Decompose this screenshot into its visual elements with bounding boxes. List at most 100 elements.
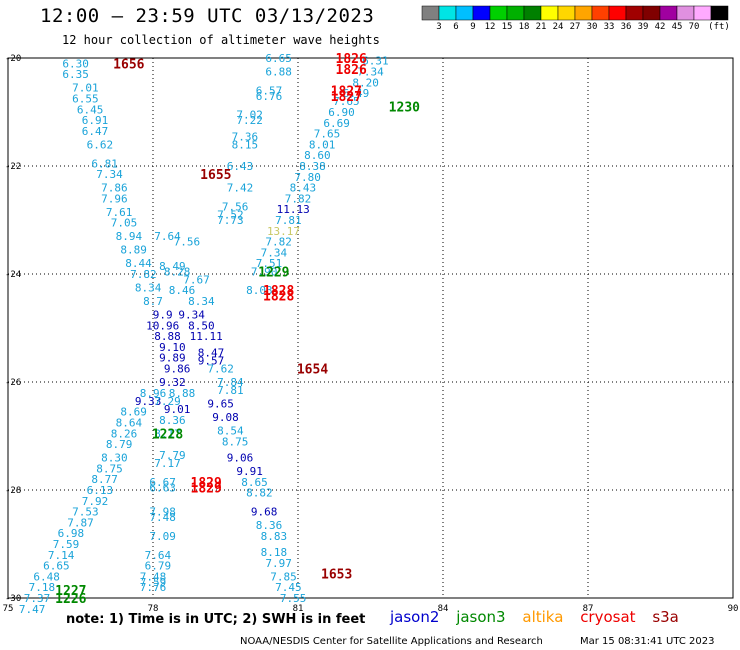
pass-time-label: 1829 — [191, 481, 222, 496]
wave-height-label: 6.65 — [265, 52, 292, 65]
wave-height-label: 8.60 — [304, 149, 331, 162]
wave-height-label: 8.36 — [256, 519, 283, 532]
wave-height-label: 11.13 — [277, 203, 310, 216]
color-scale-label: 36 — [621, 22, 632, 32]
color-swatch — [676, 5, 695, 21]
color-scale-label: 3 — [436, 22, 441, 32]
wave-height-label: 7.45 — [275, 581, 302, 594]
wave-height-label: 8.89 — [120, 244, 147, 257]
wave-height-label: 9.33 — [135, 395, 162, 408]
pass-time-label: 1828 — [263, 284, 294, 299]
wave-height-label: 6.48 — [33, 570, 60, 583]
x-tick-label: 75 — [3, 604, 14, 614]
wave-height-label: 9.68 — [251, 506, 278, 519]
wave-height-label: 7.80 — [294, 171, 321, 184]
wave-height-label: 11.11 — [190, 330, 223, 343]
wave-height-label: 6.63 — [149, 481, 176, 494]
color-swatch — [659, 5, 678, 21]
wave-height-label: 6.65 — [43, 560, 70, 573]
wave-height-label: 8.03 — [246, 284, 273, 297]
wave-height-label: 7.17 — [154, 457, 181, 470]
wave-height-label: 7.64 — [154, 230, 181, 243]
x-tick-label: 84 — [438, 604, 449, 614]
wave-height-label: 6.67 — [149, 476, 176, 489]
wave-height-label: 7.42 — [227, 182, 254, 195]
color-scale-label: 30 — [587, 22, 598, 32]
wave-height-label: 6.91 — [82, 114, 109, 127]
color-scale-label: 39 — [638, 22, 649, 32]
wave-height-label: 6.69 — [323, 117, 350, 130]
wave-height-label: 8.82 — [246, 487, 273, 500]
wave-height-label: 8.26 — [111, 427, 138, 440]
color-scale-label: 15 — [502, 22, 513, 32]
wave-height-label: 7.67 — [183, 273, 210, 286]
wave-height-label: 7.36 — [232, 130, 259, 143]
color-swatch — [472, 5, 491, 21]
wave-height-label: 6.81 — [91, 157, 118, 170]
satellite-jason3: jason3 — [456, 608, 506, 626]
wave-height-label: 7.79 — [159, 449, 186, 462]
wave-height-label: 7.34 — [261, 246, 288, 259]
color-swatch — [642, 5, 661, 21]
wave-height-label: 8.01 — [309, 138, 336, 151]
pass-time-label: 1229 — [258, 265, 289, 280]
satellite-legend: jason2 jason3 altika cryosat s3a — [390, 608, 691, 626]
wave-height-label: 9.01 — [164, 403, 191, 416]
wave-height-label: 6.43 — [227, 160, 254, 173]
satellite-cryosat: cryosat — [580, 608, 636, 626]
color-swatch — [608, 5, 627, 21]
wave-height-label: 6.30 — [62, 57, 89, 70]
color-swatch — [625, 5, 644, 21]
wave-height-label: 8.88 — [169, 387, 196, 400]
wave-height-label: 7.34 — [357, 66, 384, 79]
wave-height-label: 7.18 — [29, 581, 56, 594]
color-swatch — [506, 5, 525, 21]
color-swatch — [574, 5, 593, 21]
wave-height-label: 9.9 — [153, 309, 173, 322]
wave-height-label: 8.64 — [116, 417, 143, 430]
wave-height-label: 8.49 — [159, 260, 186, 273]
wave-height-label: 8.69 — [120, 406, 147, 419]
color-scale-label: 27 — [570, 22, 581, 32]
wave-height-label: 9.08 — [212, 411, 239, 424]
wave-height-label: 7.96 — [101, 192, 128, 205]
footer-note: note: 1) Time is in UTC; 2) SWH is in fe… — [66, 612, 366, 627]
color-scale-label: (ft) — [708, 22, 730, 32]
wave-height-label: 8.47 — [198, 346, 225, 359]
satellite-jason2: jason2 — [390, 608, 440, 626]
wave-height-label: 7.59 — [53, 538, 80, 551]
pass-time-label: 1826 — [336, 52, 367, 67]
wave-height-label: 8.30 — [101, 452, 128, 465]
pass-time-label: 1828 — [263, 290, 294, 305]
pass-time-label: 1826 — [336, 63, 367, 78]
wave-height-label: 7.65 — [314, 128, 341, 141]
wave-height-label: 9.91 — [236, 465, 263, 478]
y-tick-label: -24 — [5, 270, 21, 280]
pass-time-label: 1827 — [331, 84, 362, 99]
wave-height-label: 10.96 — [146, 319, 179, 332]
wave-height-label: 8.17 — [154, 427, 181, 440]
wave-height-label: 9.32 — [159, 376, 186, 389]
wave-height-label: 6.45 — [77, 103, 104, 116]
color-scale-label: 33 — [604, 22, 615, 32]
wave-height-label: 7.01 — [72, 82, 99, 95]
wave-height-label: 8.75 — [222, 435, 249, 448]
x-tick-label: 81 — [293, 604, 304, 614]
wave-height-label: 9.06 — [227, 452, 254, 465]
wave-height-label: 9.57 — [198, 354, 225, 367]
wave-height-label: 7.82 — [130, 268, 157, 281]
wave-height-label: 6.35 — [62, 68, 89, 81]
wave-height-label: 6.76 — [256, 90, 283, 103]
wave-height-label: 7.76 — [140, 581, 167, 594]
wave-height-label: 7.82 — [285, 192, 312, 205]
pass-time-label: 1230 — [389, 101, 420, 116]
plot-frame — [7, 57, 734, 599]
wave-height-label: 7.47 — [19, 603, 46, 616]
color-scale-label: 24 — [553, 22, 564, 32]
wave-height-label: 7.29 — [154, 395, 181, 408]
color-swatch — [693, 5, 712, 21]
wave-height-label: 8.88 — [154, 330, 181, 343]
wave-height-label: 6.98 — [58, 527, 85, 540]
wave-height-label: 7.84 — [217, 376, 244, 389]
